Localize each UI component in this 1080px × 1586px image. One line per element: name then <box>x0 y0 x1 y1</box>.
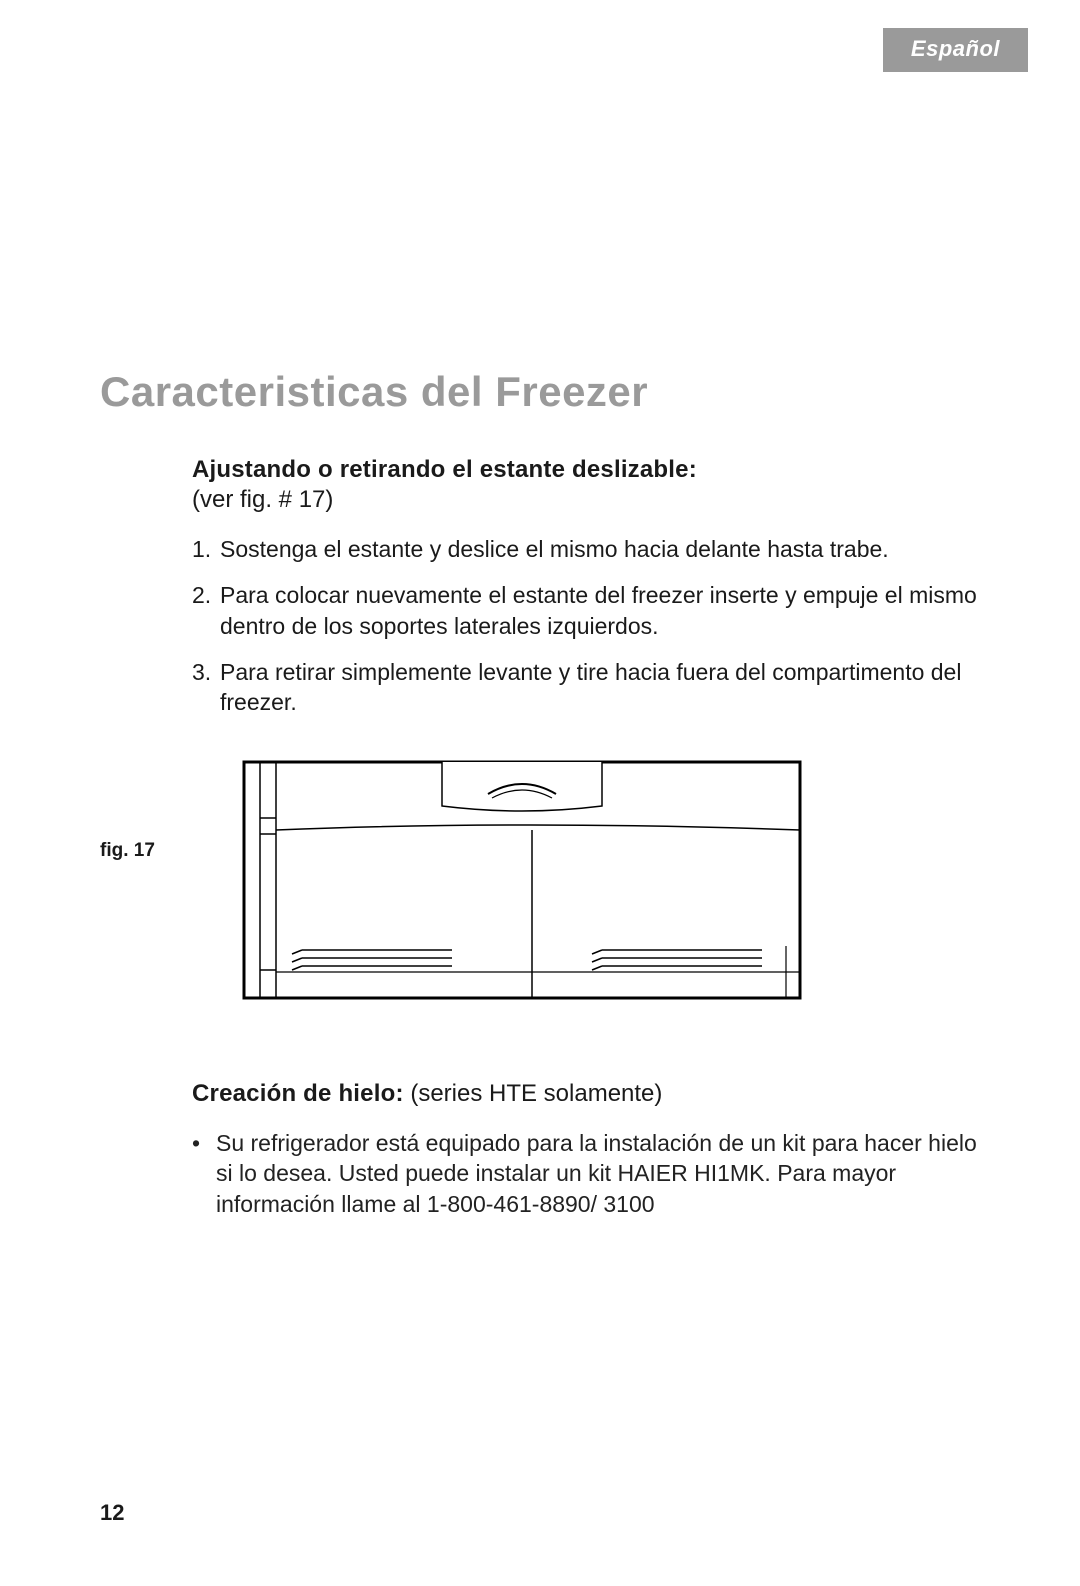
list-number: 2. <box>192 580 220 641</box>
manual-page: Español Caracteristicas del Freezer Ajus… <box>0 0 1080 1586</box>
section1-heading: Ajustando o retirando el estante desliza… <box>192 456 697 483</box>
ordered-list: 1. Sostenga el estante y deslice el mism… <box>192 534 990 718</box>
list-item: 3. Para retirar simplemente levante y ti… <box>192 657 990 718</box>
list-number: 3. <box>192 657 220 718</box>
section-shelf: Ajustando o retirando el estante desliza… <box>192 456 990 718</box>
list-text: Sostenga el estante y deslice el mismo h… <box>220 534 990 564</box>
section2-heading-light: (series HTE solamente) <box>404 1080 663 1107</box>
language-tab: Español <box>883 28 1028 72</box>
section-ice: Creación de hielo: (series HTE solamente… <box>192 1080 990 1219</box>
figure-diagram <box>242 760 802 1000</box>
bullet-item: • Su refrigerador está equipado para la … <box>192 1128 990 1219</box>
list-number: 1. <box>192 534 220 564</box>
page-title: Caracteristicas del Freezer <box>100 368 648 416</box>
bullet-marker: • <box>192 1128 216 1219</box>
section1-figref: (ver fig. # 17) <box>192 486 990 514</box>
list-text: Para retirar simplemente levante y tire … <box>220 657 990 718</box>
list-text: Para colocar nuevamente el estante del f… <box>220 580 990 641</box>
list-item: 2. Para colocar nuevamente el estante de… <box>192 580 990 641</box>
list-item: 1. Sostenga el estante y deslice el mism… <box>192 534 990 564</box>
figure-label: fig. 17 <box>100 840 155 862</box>
content-area: Ajustando o retirando el estante desliza… <box>192 456 990 1219</box>
section2-heading-bold: Creación de hielo: <box>192 1080 404 1107</box>
bullet-text: Su refrigerador está equipado para la in… <box>216 1128 990 1219</box>
figure-block: fig. 17 <box>192 760 990 1020</box>
page-number: 12 <box>100 1500 124 1526</box>
